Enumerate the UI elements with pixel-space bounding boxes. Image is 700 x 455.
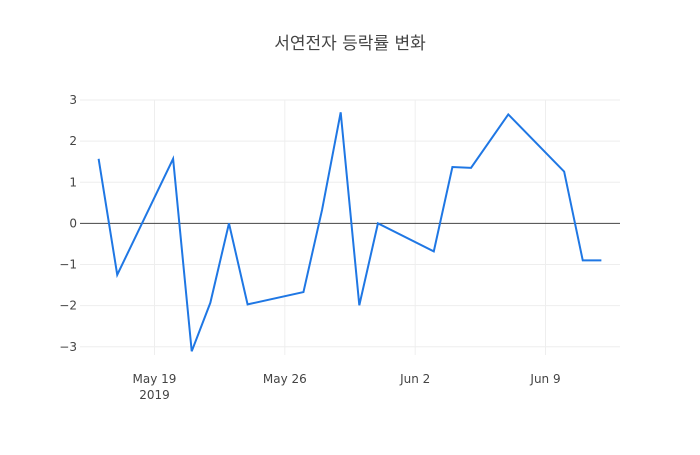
y-tick-label: −3	[59, 340, 77, 354]
x-tick-label: May 19	[133, 372, 177, 386]
series-layer	[97, 112, 602, 352]
x-tick-sublabel: 2019	[139, 388, 170, 402]
x-tick-label: May 26	[263, 372, 307, 386]
x-tick-label: Jun 2	[399, 372, 430, 386]
x-tick-label: Jun 9	[529, 372, 560, 386]
y-tick-label: 1	[69, 175, 77, 189]
y-tick-label: −1	[59, 258, 77, 272]
y-axis-ticks: 3 2 1 0 −1 −2 −3	[59, 93, 77, 354]
x-axis-ticks: May 19 2019 May 26 Jun 2 Jun 9	[133, 372, 561, 402]
y-tick-label: 3	[69, 93, 77, 107]
series-line	[97, 112, 602, 352]
y-tick-label: 2	[69, 134, 77, 148]
grid-layer	[80, 99, 620, 355]
y-tick-label: −2	[59, 299, 77, 313]
chart-title: 서연전자 등락률 변화	[274, 34, 426, 54]
y-tick-label: 0	[69, 216, 77, 230]
